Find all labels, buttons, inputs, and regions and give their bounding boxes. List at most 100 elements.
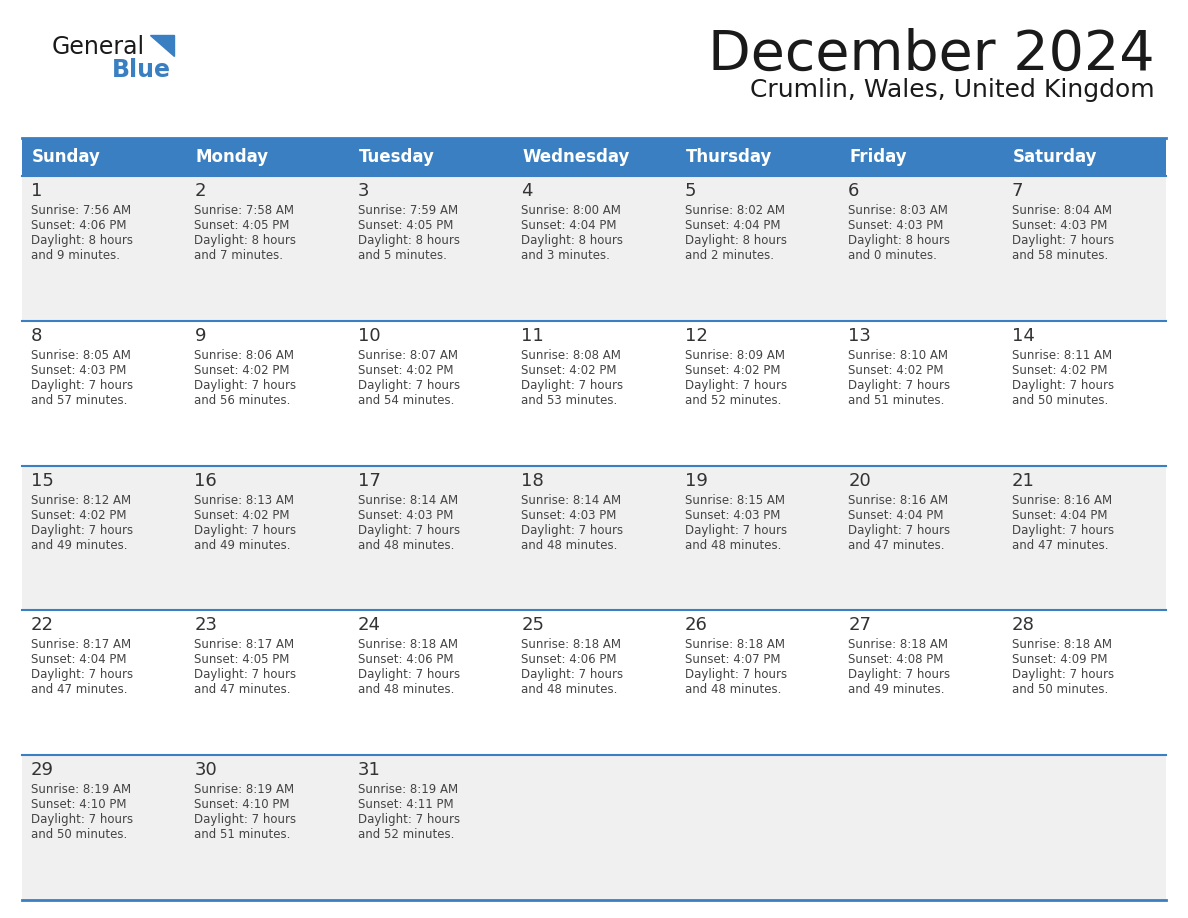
Text: Sunset: 4:04 PM: Sunset: 4:04 PM	[31, 654, 126, 666]
Bar	[23, 138, 1165, 176]
Text: 7: 7	[1011, 182, 1023, 200]
Text: and 48 minutes.: and 48 minutes.	[684, 539, 781, 552]
Text: 30: 30	[195, 761, 217, 779]
Text: Sunrise: 8:09 AM: Sunrise: 8:09 AM	[684, 349, 785, 362]
Text: Sunrise: 8:06 AM: Sunrise: 8:06 AM	[195, 349, 295, 362]
Text: Sunrise: 8:10 AM: Sunrise: 8:10 AM	[848, 349, 948, 362]
Text: Wednesday: Wednesday	[523, 148, 630, 166]
Text: Sunrise: 8:03 AM: Sunrise: 8:03 AM	[848, 204, 948, 217]
Text: 3: 3	[358, 182, 369, 200]
Text: 19: 19	[684, 472, 708, 489]
Text: Sunset: 4:04 PM: Sunset: 4:04 PM	[1011, 509, 1107, 521]
Text: Sunrise: 8:00 AM: Sunrise: 8:00 AM	[522, 204, 621, 217]
Text: 31: 31	[358, 761, 380, 779]
Text: Sunrise: 8:07 AM: Sunrise: 8:07 AM	[358, 349, 457, 362]
Text: Daylight: 8 hours: Daylight: 8 hours	[522, 234, 624, 247]
Text: and 49 minutes.: and 49 minutes.	[31, 539, 127, 552]
Text: Daylight: 7 hours: Daylight: 7 hours	[31, 379, 133, 392]
Text: Sunset: 4:02 PM: Sunset: 4:02 PM	[522, 364, 617, 376]
Text: 9: 9	[195, 327, 206, 345]
Text: Daylight: 7 hours: Daylight: 7 hours	[358, 379, 460, 392]
Text: Sunset: 4:03 PM: Sunset: 4:03 PM	[684, 509, 781, 521]
Text: Sunset: 4:03 PM: Sunset: 4:03 PM	[31, 364, 126, 376]
Text: 15: 15	[31, 472, 53, 489]
Text: and 3 minutes.: and 3 minutes.	[522, 249, 611, 262]
Text: Sunrise: 8:17 AM: Sunrise: 8:17 AM	[31, 638, 131, 652]
Text: Sunset: 4:07 PM: Sunset: 4:07 PM	[684, 654, 781, 666]
Text: Sunset: 4:02 PM: Sunset: 4:02 PM	[31, 509, 126, 521]
Text: Sunset: 4:10 PM: Sunset: 4:10 PM	[31, 798, 126, 812]
Text: Sunset: 4:05 PM: Sunset: 4:05 PM	[195, 219, 290, 232]
Text: Daylight: 8 hours: Daylight: 8 hours	[195, 234, 297, 247]
Text: Daylight: 7 hours: Daylight: 7 hours	[31, 813, 133, 826]
Text: and 50 minutes.: and 50 minutes.	[1011, 394, 1108, 407]
Text: and 5 minutes.: and 5 minutes.	[358, 249, 447, 262]
Bar	[23, 756, 1165, 900]
Text: 5: 5	[684, 182, 696, 200]
Text: Sunrise: 8:17 AM: Sunrise: 8:17 AM	[195, 638, 295, 652]
Text: and 47 minutes.: and 47 minutes.	[848, 539, 944, 552]
Text: Sunset: 4:02 PM: Sunset: 4:02 PM	[848, 364, 943, 376]
Text: Daylight: 7 hours: Daylight: 7 hours	[358, 523, 460, 537]
Text: 28: 28	[1011, 616, 1035, 634]
Text: Sunrise: 8:02 AM: Sunrise: 8:02 AM	[684, 204, 785, 217]
Text: and 7 minutes.: and 7 minutes.	[195, 249, 284, 262]
Text: December 2024: December 2024	[708, 28, 1155, 82]
Text: Daylight: 7 hours: Daylight: 7 hours	[848, 523, 950, 537]
Text: Sunrise: 8:15 AM: Sunrise: 8:15 AM	[684, 494, 785, 507]
Text: Daylight: 7 hours: Daylight: 7 hours	[848, 668, 950, 681]
Text: Daylight: 7 hours: Daylight: 7 hours	[195, 523, 297, 537]
Text: Blue: Blue	[112, 58, 171, 82]
Text: Sunday: Sunday	[32, 148, 101, 166]
Text: 10: 10	[358, 327, 380, 345]
Text: Sunset: 4:03 PM: Sunset: 4:03 PM	[1011, 219, 1107, 232]
Text: 26: 26	[684, 616, 708, 634]
Text: and 48 minutes.: and 48 minutes.	[358, 683, 454, 697]
Text: Daylight: 8 hours: Daylight: 8 hours	[31, 234, 133, 247]
Text: 1: 1	[31, 182, 43, 200]
Text: Daylight: 7 hours: Daylight: 7 hours	[31, 668, 133, 681]
Text: 8: 8	[31, 327, 43, 345]
Text: Sunrise: 8:14 AM: Sunrise: 8:14 AM	[358, 494, 459, 507]
Text: Sunset: 4:03 PM: Sunset: 4:03 PM	[522, 509, 617, 521]
Text: and 47 minutes.: and 47 minutes.	[1011, 539, 1108, 552]
Text: and 48 minutes.: and 48 minutes.	[358, 539, 454, 552]
Text: Sunrise: 8:19 AM: Sunrise: 8:19 AM	[195, 783, 295, 796]
Text: 14: 14	[1011, 327, 1035, 345]
Text: Daylight: 8 hours: Daylight: 8 hours	[848, 234, 950, 247]
Text: Sunrise: 8:19 AM: Sunrise: 8:19 AM	[358, 783, 459, 796]
Text: Sunset: 4:03 PM: Sunset: 4:03 PM	[358, 509, 454, 521]
Text: Sunset: 4:06 PM: Sunset: 4:06 PM	[522, 654, 617, 666]
Text: Sunrise: 8:04 AM: Sunrise: 8:04 AM	[1011, 204, 1112, 217]
Text: 12: 12	[684, 327, 708, 345]
Text: Sunset: 4:10 PM: Sunset: 4:10 PM	[195, 798, 290, 812]
Text: Sunset: 4:08 PM: Sunset: 4:08 PM	[848, 654, 943, 666]
Polygon shape	[150, 35, 173, 56]
Text: Daylight: 7 hours: Daylight: 7 hours	[684, 668, 786, 681]
Text: Sunset: 4:03 PM: Sunset: 4:03 PM	[848, 219, 943, 232]
Text: Sunrise: 8:19 AM: Sunrise: 8:19 AM	[31, 783, 131, 796]
Text: Sunrise: 8:16 AM: Sunrise: 8:16 AM	[848, 494, 948, 507]
Text: Saturday: Saturday	[1012, 148, 1097, 166]
Bar	[23, 465, 1165, 610]
Text: and 48 minutes.: and 48 minutes.	[522, 539, 618, 552]
Text: Sunrise: 8:16 AM: Sunrise: 8:16 AM	[1011, 494, 1112, 507]
Text: Crumlin, Wales, United Kingdom: Crumlin, Wales, United Kingdom	[751, 78, 1155, 102]
Text: Sunset: 4:02 PM: Sunset: 4:02 PM	[195, 509, 290, 521]
Text: Daylight: 8 hours: Daylight: 8 hours	[358, 234, 460, 247]
Text: and 49 minutes.: and 49 minutes.	[848, 683, 944, 697]
Text: and 49 minutes.: and 49 minutes.	[195, 539, 291, 552]
Text: Thursday: Thursday	[685, 148, 772, 166]
Text: Daylight: 7 hours: Daylight: 7 hours	[195, 379, 297, 392]
Text: Daylight: 7 hours: Daylight: 7 hours	[1011, 523, 1113, 537]
Text: Sunset: 4:06 PM: Sunset: 4:06 PM	[358, 654, 454, 666]
Text: 6: 6	[848, 182, 859, 200]
Text: Sunrise: 8:13 AM: Sunrise: 8:13 AM	[195, 494, 295, 507]
Text: Sunset: 4:06 PM: Sunset: 4:06 PM	[31, 219, 126, 232]
Text: Daylight: 7 hours: Daylight: 7 hours	[195, 668, 297, 681]
Text: 22: 22	[31, 616, 53, 634]
Text: and 58 minutes.: and 58 minutes.	[1011, 249, 1108, 262]
Text: and 48 minutes.: and 48 minutes.	[522, 683, 618, 697]
Text: Sunrise: 8:18 AM: Sunrise: 8:18 AM	[1011, 638, 1112, 652]
Text: Sunrise: 7:56 AM: Sunrise: 7:56 AM	[31, 204, 131, 217]
